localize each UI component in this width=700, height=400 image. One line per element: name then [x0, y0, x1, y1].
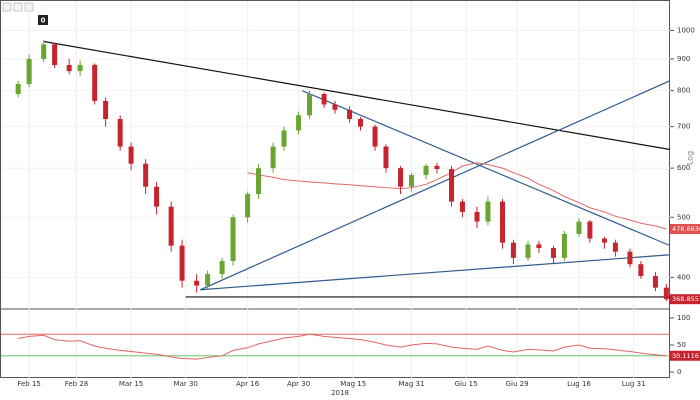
candle-body	[638, 264, 644, 277]
candle-body	[26, 58, 32, 84]
x-tick-label: Mag 31	[399, 380, 425, 388]
candle-body	[52, 44, 58, 65]
candle-body	[536, 244, 542, 249]
candle-body	[245, 194, 251, 218]
candle-body	[510, 242, 516, 258]
y-tick-label: 0	[677, 368, 681, 376]
x-tick-label: Feb 28	[65, 380, 89, 388]
value-tag	[670, 350, 700, 361]
x-tick-label: Mar 30	[174, 380, 198, 388]
candle-body	[357, 119, 363, 127]
candle-body	[423, 165, 429, 175]
toolbar-label: 0	[41, 17, 46, 25]
candle-body	[194, 280, 200, 286]
rsi-line	[18, 333, 667, 360]
candle-body	[612, 242, 618, 252]
value-tag-label: 478.6636	[672, 225, 700, 233]
value-tag	[670, 223, 700, 234]
candle-body	[587, 221, 593, 239]
candle-body	[449, 169, 455, 202]
y-tick-label: 700	[677, 123, 690, 131]
candle-body	[307, 94, 313, 116]
candle-body	[474, 211, 480, 222]
y-tick-label: 400	[677, 273, 690, 281]
candle-body	[550, 248, 556, 258]
toolbar-badge	[38, 15, 48, 25]
trendline	[200, 254, 671, 291]
x-tick-label: Mar 15	[119, 380, 143, 388]
candle-body	[168, 206, 174, 246]
toolbar-button[interactable]	[2, 2, 12, 12]
y-tick-label: 500	[677, 213, 690, 221]
candle-body	[576, 221, 582, 234]
x-tick-label: Mag 15	[340, 380, 366, 388]
candle-body	[601, 238, 607, 243]
y-tick-label: 1000	[677, 27, 695, 35]
candle-body	[398, 168, 404, 187]
candle-body	[230, 217, 236, 262]
y-tick-label: 600	[677, 164, 690, 172]
candle-body	[66, 64, 72, 72]
x-tick-label: Giu 29	[506, 380, 529, 388]
candle-body	[179, 245, 185, 281]
moving-average	[247, 162, 667, 230]
x-tick-label: Lug 16	[567, 380, 591, 388]
candle-body	[347, 109, 353, 120]
trendline	[200, 80, 671, 291]
candle-body	[332, 104, 338, 110]
candle-body	[117, 119, 123, 147]
candle-body	[205, 274, 211, 286]
candle-body	[321, 94, 327, 105]
candle-body	[500, 201, 505, 243]
scale-label: Log	[686, 151, 695, 165]
candle-body	[77, 64, 83, 72]
candle-body	[15, 83, 21, 95]
candle-body	[219, 261, 225, 275]
toolbar-button[interactable]	[13, 2, 23, 12]
candle-body	[281, 130, 287, 147]
value-tag-label: 30.1116	[672, 352, 699, 360]
candle-body	[128, 146, 134, 164]
candle-body	[627, 251, 633, 265]
candle-body	[154, 186, 160, 207]
candle-body	[525, 244, 531, 258]
y-tick-label: 900	[677, 55, 690, 63]
x-tick-label: Giu 15	[455, 380, 478, 388]
candle-body	[296, 115, 302, 131]
candle-body	[103, 100, 109, 120]
value-tag	[670, 294, 700, 305]
y-tick-label: 50	[677, 341, 686, 349]
candle-body	[41, 44, 47, 59]
candle-body	[459, 201, 465, 212]
y-tick-label: 800	[677, 87, 690, 95]
trendline	[301, 90, 671, 247]
candle-body	[408, 174, 414, 187]
candle-body	[652, 276, 658, 288]
candle-body	[663, 287, 669, 300]
candle-body	[270, 146, 276, 169]
candle-body	[143, 163, 149, 187]
candle-body	[92, 64, 98, 101]
x-tick-label: Apr 30	[287, 380, 310, 388]
x-tick-label: Lug 31	[622, 380, 646, 388]
x-axis-label: 2018	[331, 389, 349, 397]
value-tag-label: 368.8557	[672, 295, 700, 303]
x-tick-label: Apr 16	[236, 380, 260, 388]
candle-body	[383, 146, 389, 169]
candle-body	[561, 233, 567, 258]
plot-frame	[0, 0, 670, 378]
candle-body	[485, 201, 491, 222]
x-tick-label: Feb 15	[17, 380, 41, 388]
trendline	[43, 40, 671, 151]
candle-body	[434, 165, 440, 170]
candle-body	[372, 126, 378, 147]
candle-body	[256, 168, 262, 195]
y-tick-label: 100	[677, 314, 690, 322]
